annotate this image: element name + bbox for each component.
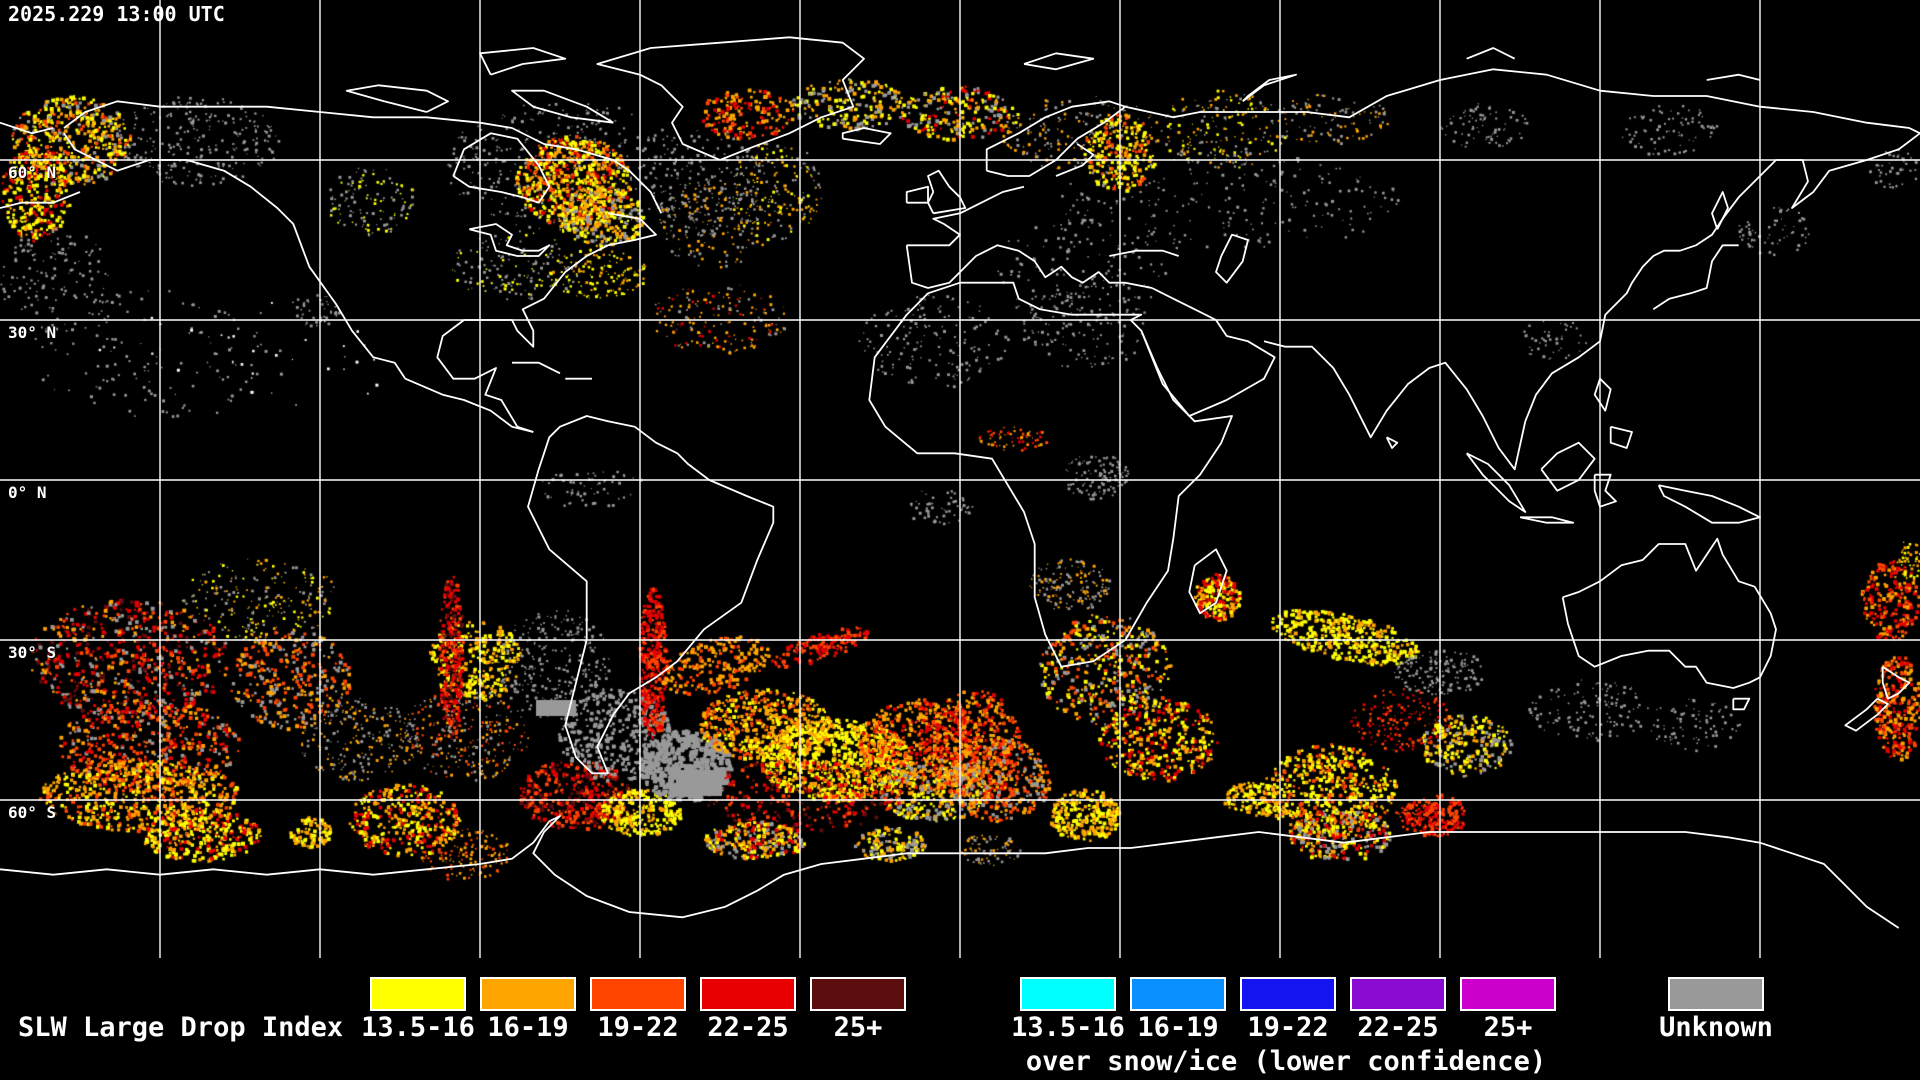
coastline-path <box>63 100 663 214</box>
normal-scale-range-label: 25+ <box>833 1012 883 1043</box>
legend-title: SLW Large Drop Index <box>18 1012 344 1043</box>
coastline-path <box>0 815 1900 929</box>
normal-scale-range-label: 19-22 <box>597 1012 679 1043</box>
coastline-path <box>1657 484 1761 524</box>
coastline-path <box>985 100 1127 177</box>
normal-scale-range-label: 16-19 <box>487 1012 569 1043</box>
snow-ice-scale-range-label: 25+ <box>1483 1012 1533 1043</box>
coastline-path <box>1881 665 1911 700</box>
coastline-path <box>906 185 1025 247</box>
unknown-range-label: Unknown <box>1659 1012 1773 1043</box>
latitude-label: 60° N <box>8 163 57 182</box>
coastline-path <box>469 223 551 257</box>
coastline-path <box>1465 452 1527 513</box>
coastlines <box>0 36 1920 929</box>
coastline-path <box>905 245 929 289</box>
coastline-path <box>63 132 534 433</box>
coastline-path <box>1609 425 1633 449</box>
coastline-path <box>1140 287 1276 417</box>
normal-scale-range-label: 22-25 <box>707 1012 789 1043</box>
snow-ice-scale-swatch <box>1130 977 1226 1011</box>
coastline-path <box>479 47 567 76</box>
normal-scale-swatch <box>700 977 796 1011</box>
graticule-grid <box>0 0 1920 958</box>
coastline-path <box>1652 244 1739 311</box>
coastline-path <box>1561 537 1777 689</box>
snow-ice-scale-swatch <box>1240 977 1336 1011</box>
snow-ice-scale-range-label: 22-25 <box>1357 1012 1439 1043</box>
snow-ice-scale-range-label: 16-19 <box>1137 1012 1219 1043</box>
coastline-path <box>345 84 449 113</box>
coastline-path <box>1711 191 1729 230</box>
coastline-path <box>452 132 551 204</box>
normal-scale-range-label: 13.5-16 <box>361 1012 475 1043</box>
snow-ice-scale-range-label: 13.5-16 <box>1011 1012 1125 1043</box>
coastline-path <box>927 244 1153 289</box>
coastline-path <box>1732 697 1751 711</box>
coastline-path <box>1055 143 1095 177</box>
coastline-path <box>905 185 929 204</box>
coastline-path <box>1706 73 1761 81</box>
coastline-path <box>596 36 865 161</box>
snow-ice-scale-range-label: 19-22 <box>1247 1012 1329 1043</box>
coastline-path <box>0 121 54 135</box>
coastline-path <box>1385 436 1399 449</box>
unknown-swatch <box>1668 977 1764 1011</box>
coastline-path <box>927 169 967 215</box>
coastline-path <box>1109 249 1179 257</box>
coastline-path <box>527 415 775 775</box>
coastline-path <box>1125 68 1920 471</box>
coastline-path <box>868 281 1233 668</box>
legend-snow-ice-caption: over snow/ice (lower confidence) <box>1025 1046 1547 1077</box>
coastline-path <box>1242 73 1297 103</box>
normal-scale-swatch <box>810 977 906 1011</box>
coastline-path <box>1844 697 1889 732</box>
coastline-path <box>1593 473 1617 508</box>
normal-scale-swatch <box>590 977 686 1011</box>
snow-ice-scale-swatch <box>1020 977 1116 1011</box>
coastline-path <box>511 89 614 124</box>
coastline-path <box>1023 52 1095 71</box>
coastline-path <box>512 361 561 375</box>
latitude-label: 30° S <box>8 643 57 662</box>
snow-ice-scale-swatch <box>1350 977 1446 1011</box>
latitude-label: 0° N <box>8 483 47 502</box>
coastline-path <box>1519 516 1575 524</box>
normal-scale-swatch <box>480 977 576 1011</box>
coastline-path <box>1215 233 1249 284</box>
coastline-path <box>436 212 657 433</box>
coastline-path <box>1540 441 1596 492</box>
coastline-path <box>0 191 81 209</box>
latitude-label: 30° N <box>8 323 57 342</box>
coastline-path <box>1188 548 1228 615</box>
normal-scale-swatch <box>370 977 466 1011</box>
snow-ice-scale-swatch <box>1460 977 1556 1011</box>
latitude-label: 60° S <box>8 803 57 822</box>
timestamp: 2025.229 13:00 UTC <box>8 2 225 26</box>
coastline-path <box>1466 47 1516 60</box>
coastline-path <box>841 127 892 145</box>
coastline-path <box>1593 378 1612 412</box>
